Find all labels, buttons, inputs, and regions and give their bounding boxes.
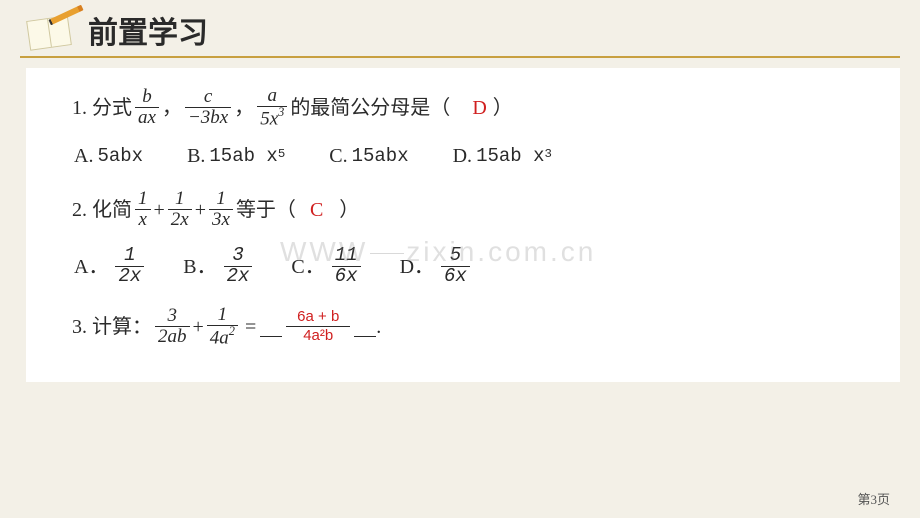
q2-answer: C [310, 199, 323, 221]
q2-option-a: A． 12x [74, 246, 147, 287]
content-panel: 1. 分式 b ax ， c −3bx ， a 5x3 的最简公分母是（ D ）… [26, 68, 900, 382]
page-title: 前置学习 [88, 8, 208, 52]
sep: ， [162, 97, 182, 119]
page-number: 第3页 [857, 489, 890, 508]
q2-term-3: 1 3x [209, 189, 233, 230]
q3-answer-fraction: 6a + b 4a²b [286, 308, 350, 345]
header-underline [20, 56, 900, 58]
q2-option-b: B． 32x [183, 246, 255, 287]
sep: ， [234, 97, 254, 119]
header: 前置学习 [0, 0, 920, 52]
question-1-stem: 1. 分式 b ax ， c −3bx ， a 5x3 的最简公分母是（ D ） [72, 86, 872, 129]
q3-term-2: 1 4a2 [207, 305, 238, 348]
q2-prefix: 2. 化简 [72, 199, 132, 221]
q3-answer-den: 4a²b [299, 327, 337, 345]
q1-suffix1: 的最简公分母是（ [290, 97, 450, 119]
q1-answer: D [472, 97, 486, 119]
fill-blank-right [354, 317, 376, 337]
question-3: 3. 计算： 3 2ab + 1 4a2 = 6a + b 4a²b . [72, 305, 872, 348]
fill-blank-left [260, 317, 282, 337]
q1-option-d: D.15ab x3 [453, 145, 552, 167]
q1-suffix2: ） [493, 97, 513, 119]
q1-frac-1: b ax [135, 87, 159, 128]
q1-frac-2: c −3bx [185, 87, 231, 128]
q3-term-1: 3 2ab [155, 306, 190, 347]
q2-suffix2: ） [339, 199, 359, 221]
q1-frac-3: a 5x3 [257, 86, 287, 129]
q1-prefix: 1. 分式 [72, 97, 132, 119]
q1-option-b: B.15ab x5 [187, 145, 285, 167]
q3-answer-num: 6a + b [293, 308, 343, 326]
q2-option-d: D． 56x [400, 246, 473, 287]
question-1-options: A.5abx B.15ab x5 C.15abx D.15ab x3 [74, 145, 872, 167]
q2-option-c: C． 116x [291, 246, 363, 287]
q2-term-1: 1 x [135, 189, 151, 230]
question-2-options: A． 12x B． 32x C． 116x D． 56x [74, 246, 872, 287]
notebook-pencil-icon [20, 10, 80, 50]
q3-prefix: 3. 计算： [72, 316, 152, 338]
q1-option-c: C.15abx [329, 145, 408, 167]
q1-option-a: A.5abx [74, 145, 143, 167]
question-2-stem: 2. 化简 1 x + 1 2x + 1 3x 等于（ C ） [72, 189, 872, 230]
q2-suffix1: 等于（ [236, 199, 296, 221]
q2-term-2: 1 2x [168, 189, 192, 230]
